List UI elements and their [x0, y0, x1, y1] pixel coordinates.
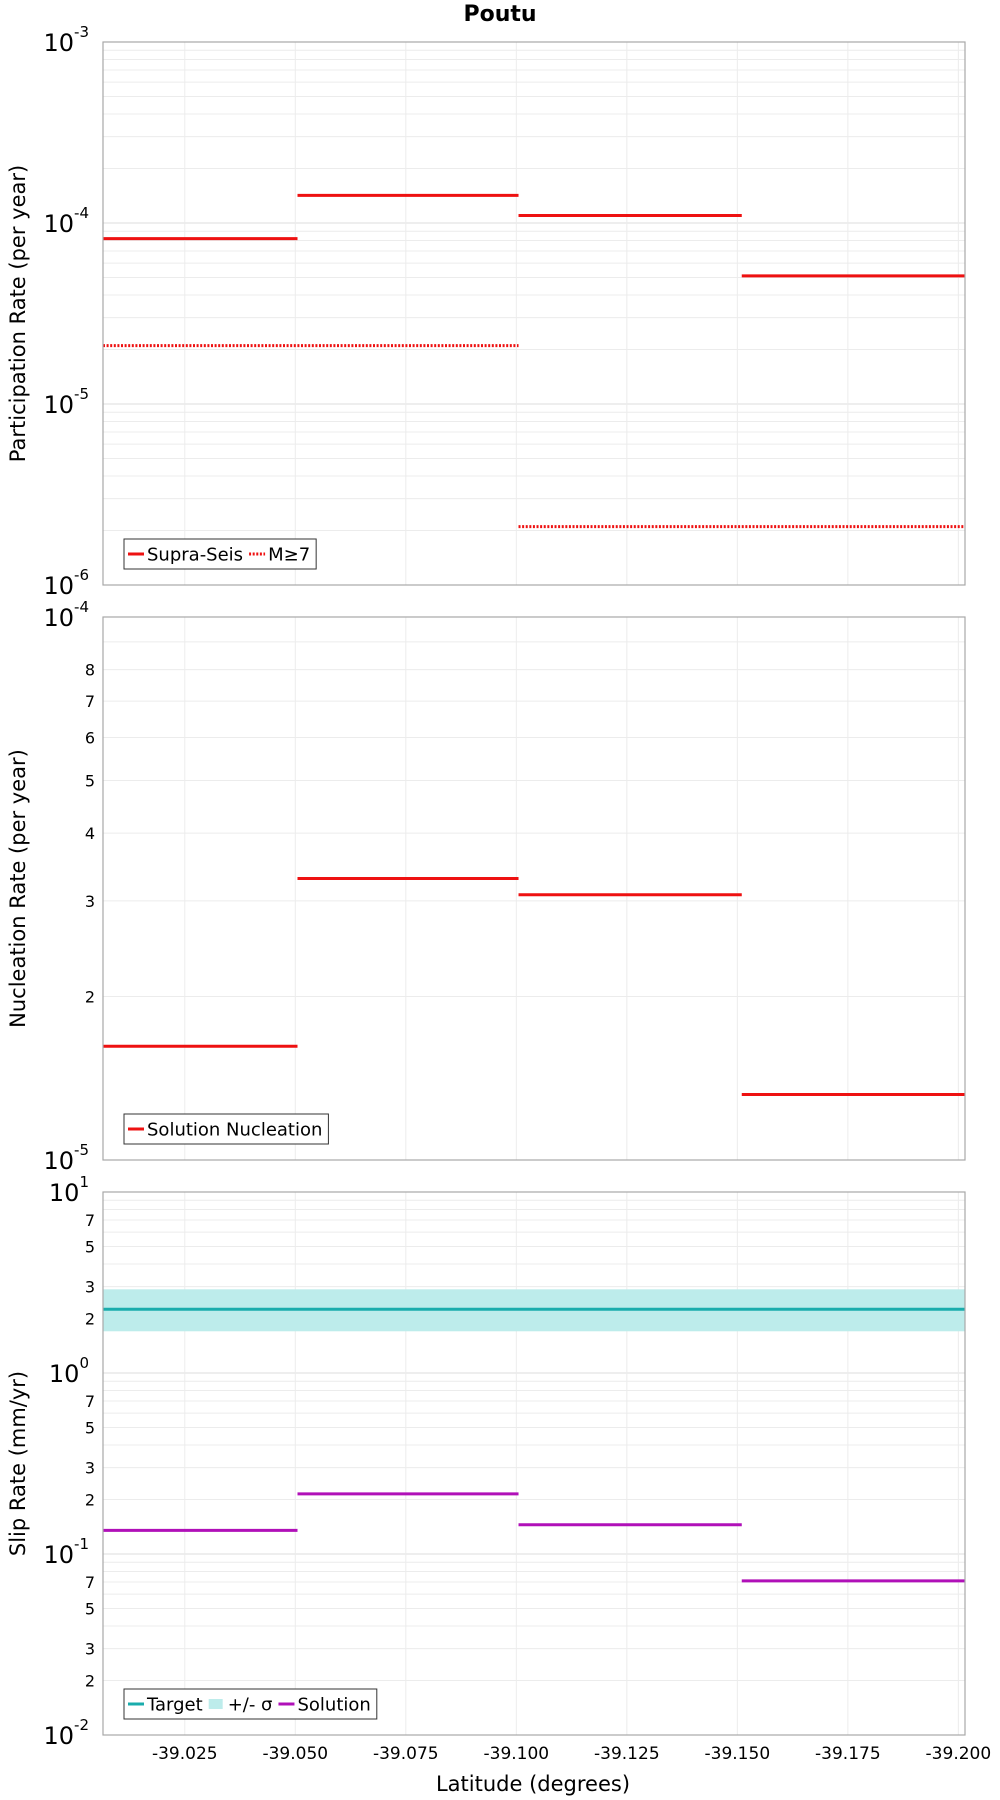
y-minor-tick-label: 3 [85, 892, 95, 911]
y-axis-label: Participation Rate (per year) [6, 165, 30, 462]
y-minor-tick-label: 3 [85, 1640, 95, 1659]
x-tick-label: -39.050 [262, 1744, 328, 1764]
y-minor-tick-label: 2 [85, 1672, 95, 1691]
series-solution [103, 1492, 965, 1583]
y-minor-tick-label: 5 [85, 771, 95, 790]
x-tick-label: -39.100 [484, 1744, 550, 1764]
plot-area [103, 42, 965, 585]
y-minor-tick-label: 8 [85, 661, 95, 680]
legend: Solution Nucleation [123, 1113, 329, 1145]
y-tick-exponent: -6 [74, 566, 89, 584]
y-minor-tick-label: 5 [85, 1418, 95, 1437]
y-tick-exponent: 0 [79, 1354, 89, 1372]
legend: Supra-Seis M≥7 [123, 538, 317, 570]
y-tick-label: 10-5 [43, 1141, 89, 1175]
y-tick-exponent: -1 [74, 1535, 89, 1553]
x-tick-label: -39.150 [705, 1744, 771, 1764]
x-tick-label: -39.025 [152, 1744, 218, 1764]
y-tick-exponent: -4 [74, 598, 89, 616]
y-tick-label: 10-3 [43, 23, 89, 57]
y-tick-label: 10-4 [43, 598, 89, 632]
y-minor-tick-label: 3 [85, 1459, 95, 1478]
y-tick-exponent: -5 [74, 385, 89, 403]
panel-1: 10-3 10-4 10-5 10-6 Participation Rate (per … [6, 23, 966, 600]
y-tick-exponent: 1 [79, 1173, 89, 1191]
legend-frame [123, 1113, 329, 1145]
series-m-7 [103, 344, 965, 529]
y-tick-label: 10-1 [43, 1535, 89, 1569]
x-tick-label: -39.200 [926, 1744, 992, 1764]
y-minor-tick-label: 2 [85, 988, 95, 1007]
x-axis-label: Latitude (degrees) [436, 1772, 630, 1796]
plot-frame [102, 41, 966, 586]
gridlines [103, 42, 965, 586]
y-tick-label: 10-2 [43, 1716, 89, 1750]
legend-label: +/- σ [228, 1695, 273, 1716]
y-tick-exponent: -2 [74, 1716, 89, 1734]
y-tick-exponent: -4 [74, 204, 89, 222]
plot-area [103, 617, 965, 1160]
y-tick-label: 10-5 [43, 385, 89, 419]
legend-label: Target [146, 1695, 203, 1716]
y-axis-label: Nucleation Rate (per year) [6, 749, 30, 1028]
series-supra-seis [103, 193, 965, 278]
y-tick-exponent: -3 [74, 23, 89, 41]
y-tick-exponent: -5 [74, 1141, 89, 1159]
plot-frame [102, 1191, 966, 1736]
plot-area [103, 1192, 965, 1735]
legend-label: M≥7 [268, 545, 310, 566]
y-minor-tick-label: 2 [85, 1491, 95, 1510]
legend-label: Solution Nucleation [147, 1120, 322, 1141]
x-tick-label: -39.175 [815, 1744, 881, 1764]
legend-label: Solution [297, 1695, 370, 1716]
y-minor-tick-label: 5 [85, 1237, 95, 1256]
y-minor-tick-label: 7 [85, 1211, 95, 1230]
y-axis-label: Slip Rate (mm/yr) [6, 1371, 30, 1556]
legend-frame [123, 538, 317, 570]
chart-title: Poutu [463, 2, 536, 27]
y-minor-tick-label: 4 [85, 824, 95, 843]
y-minor-tick-label: 2 [85, 1310, 95, 1329]
series-solution-nucleation [103, 876, 965, 1097]
y-tick-label: 101 [49, 1173, 89, 1207]
y-minor-tick-label: 5 [85, 1599, 95, 1618]
x-tick-label: -39.125 [594, 1744, 660, 1764]
y-minor-tick-label: 7 [85, 1392, 95, 1411]
panel-2: 10-4 10-5 8 7 6 5 4 3 2 Nucleation Rate (per year… [6, 598, 966, 1175]
legend-label: Supra-Seis [147, 545, 243, 566]
x-tick-label: -39.075 [373, 1744, 439, 1764]
y-tick-label: 10-6 [43, 566, 89, 600]
y-tick-label: 100 [49, 1354, 89, 1388]
y-minor-tick-label: 7 [85, 1573, 95, 1592]
plot-frame [102, 616, 966, 1161]
y-minor-tick-label: 3 [85, 1278, 95, 1297]
legend-swatch [208, 1699, 223, 1709]
y-tick-label: 10-4 [43, 204, 89, 238]
y-minor-tick-label: 7 [85, 692, 95, 711]
y-minor-tick-label: 6 [85, 728, 95, 747]
legend: Target +/- σ Solution [123, 1688, 378, 1720]
legend-frame [123, 1688, 378, 1720]
